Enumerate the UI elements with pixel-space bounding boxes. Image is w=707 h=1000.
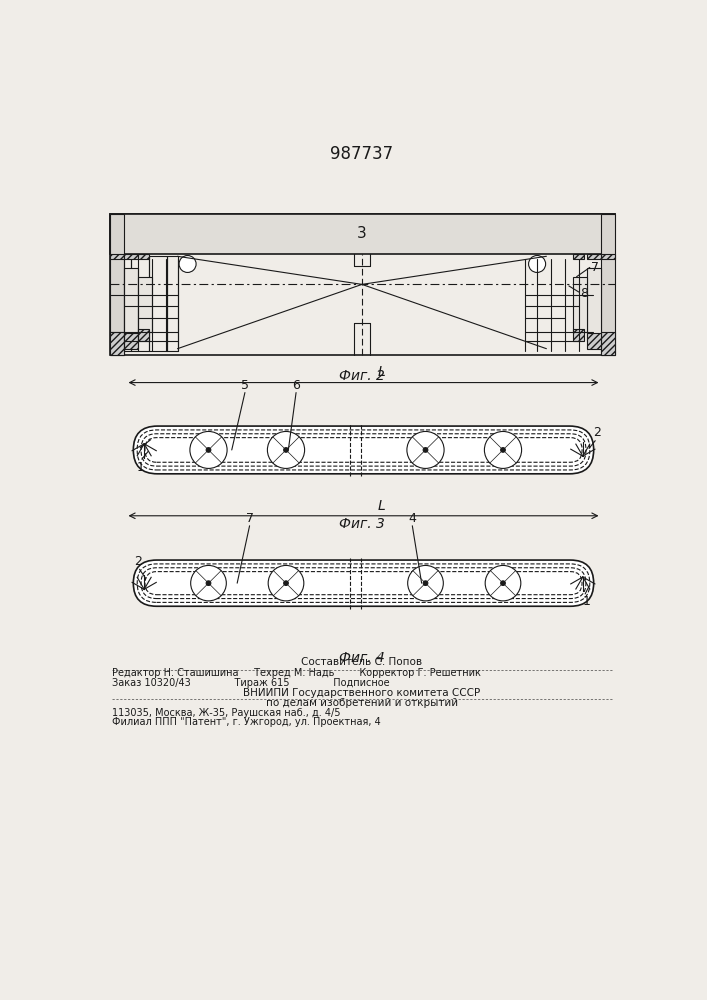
Bar — [573, 277, 587, 332]
Text: Фиг. 3: Фиг. 3 — [339, 517, 385, 531]
Bar — [138, 277, 152, 332]
Bar — [110, 256, 131, 351]
Text: 8: 8 — [580, 287, 588, 300]
Text: 7: 7 — [245, 512, 254, 525]
Circle shape — [408, 565, 443, 601]
Circle shape — [529, 256, 546, 272]
Circle shape — [206, 448, 211, 452]
Text: 1: 1 — [583, 595, 590, 608]
Circle shape — [191, 565, 226, 601]
Text: 987737: 987737 — [330, 145, 394, 163]
Bar — [149, 256, 168, 351]
Circle shape — [501, 448, 506, 452]
Circle shape — [407, 431, 444, 468]
FancyBboxPatch shape — [134, 560, 594, 606]
Bar — [587, 268, 601, 341]
Text: 1: 1 — [136, 461, 144, 474]
Circle shape — [284, 448, 288, 452]
Bar — [138, 329, 149, 341]
Text: 2: 2 — [134, 555, 142, 568]
Circle shape — [206, 581, 211, 585]
Bar — [601, 254, 614, 259]
Circle shape — [501, 581, 506, 585]
Bar — [601, 332, 614, 355]
Bar — [124, 254, 138, 259]
Bar — [573, 254, 583, 259]
Text: Филиал ППП "Патент", г. Ужгород, ул. Проектная, 4: Филиал ППП "Патент", г. Ужгород, ул. Про… — [112, 717, 380, 727]
Text: Фиг. 4: Фиг. 4 — [339, 651, 385, 665]
Text: Редактор Н. Сташишина     Техред М. Надь        Корректор Г. Решетник: Редактор Н. Сташишина Техред М. Надь Кор… — [112, 668, 481, 678]
Text: 113035, Москва, Ж-35, Раушская наб., д. 4/5: 113035, Москва, Ж-35, Раушская наб., д. … — [112, 708, 340, 718]
Bar — [110, 214, 614, 355]
Circle shape — [423, 581, 428, 585]
Text: L: L — [378, 365, 385, 379]
Bar — [587, 333, 601, 349]
Circle shape — [485, 565, 521, 601]
Text: 7: 7 — [590, 261, 599, 274]
Bar — [110, 332, 124, 355]
Circle shape — [484, 431, 522, 468]
Bar — [110, 214, 614, 254]
Text: Составитель С. Попов: Составитель С. Попов — [301, 657, 423, 667]
Text: Заказ 10320/43              Тираж 615              Подписное: Заказ 10320/43 Тираж 615 Подписное — [112, 678, 390, 688]
Bar — [110, 254, 124, 259]
Text: Фиг. 2: Фиг. 2 — [339, 369, 385, 383]
Text: по делам изобретений и открытий: по делам изобретений и открытий — [266, 698, 458, 708]
Text: 4: 4 — [409, 512, 416, 525]
Bar — [131, 256, 149, 351]
Circle shape — [190, 431, 227, 468]
Text: 2: 2 — [593, 426, 601, 439]
Circle shape — [268, 565, 304, 601]
Text: 5: 5 — [241, 379, 249, 392]
Bar — [601, 214, 614, 355]
Bar — [110, 254, 124, 259]
Circle shape — [179, 256, 196, 272]
Bar — [124, 268, 138, 341]
Circle shape — [267, 431, 305, 468]
Bar — [138, 254, 149, 259]
Bar — [110, 214, 124, 355]
Text: 3: 3 — [357, 226, 367, 241]
Circle shape — [284, 581, 288, 585]
Text: 6: 6 — [292, 379, 300, 392]
Bar — [573, 329, 583, 341]
Bar — [168, 256, 177, 351]
Bar — [587, 254, 601, 259]
Circle shape — [423, 448, 428, 452]
Text: ВНИИПИ Государственного комитета СССР: ВНИИПИ Государственного комитета СССР — [243, 688, 481, 698]
FancyBboxPatch shape — [134, 426, 594, 474]
Text: L: L — [378, 499, 385, 513]
Bar — [124, 333, 138, 349]
